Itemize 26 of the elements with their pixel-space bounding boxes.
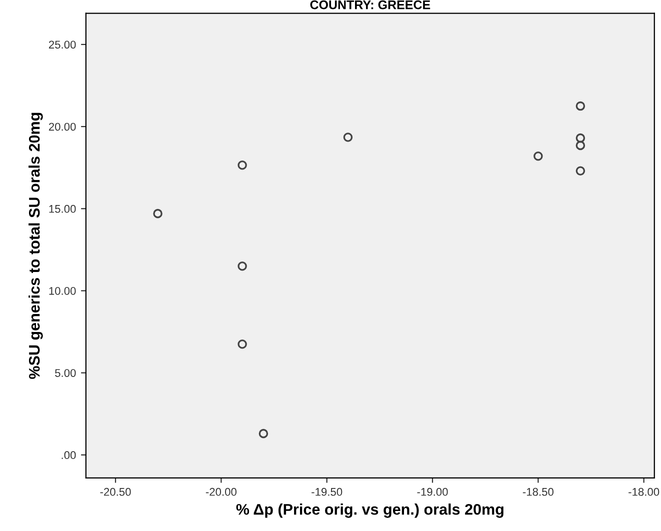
point (576, 133, 586, 143)
point (576, 101, 586, 111)
y-tick-label: .00 (62, 451, 76, 460)
point (576, 166, 586, 176)
point (238, 261, 247, 271)
x-tick-label: -18.50 (522, 488, 554, 496)
point (238, 160, 247, 170)
point (238, 339, 247, 349)
chart-title: COUNTRY: GREECE (310, 0, 430, 10)
y-tick-label: 20.00 (48, 122, 76, 131)
y-tick-label: 25.00 (48, 40, 76, 49)
x-tick-label: -18.00 (628, 488, 660, 496)
y-tick-label: 10.00 (49, 287, 76, 295)
y-axis-title: %SU generics to total SU orals 20mg (28, 112, 43, 379)
point (153, 208, 162, 218)
y-tick-label: 5.00 (55, 369, 76, 377)
point (343, 132, 353, 142)
x-tick-label: -20.00 (206, 488, 236, 496)
x-tick-label: -20.50 (100, 488, 131, 496)
point (258, 428, 268, 438)
x-tick-label: -19.00 (417, 488, 448, 496)
x-tick-label: -19.50 (312, 488, 342, 496)
point (576, 140, 586, 150)
point (534, 151, 543, 161)
y-tick-label: 15.00 (49, 204, 76, 213)
x-axis-title: % Δp (Price orig. vs gen.) orals 20mg (236, 504, 504, 518)
